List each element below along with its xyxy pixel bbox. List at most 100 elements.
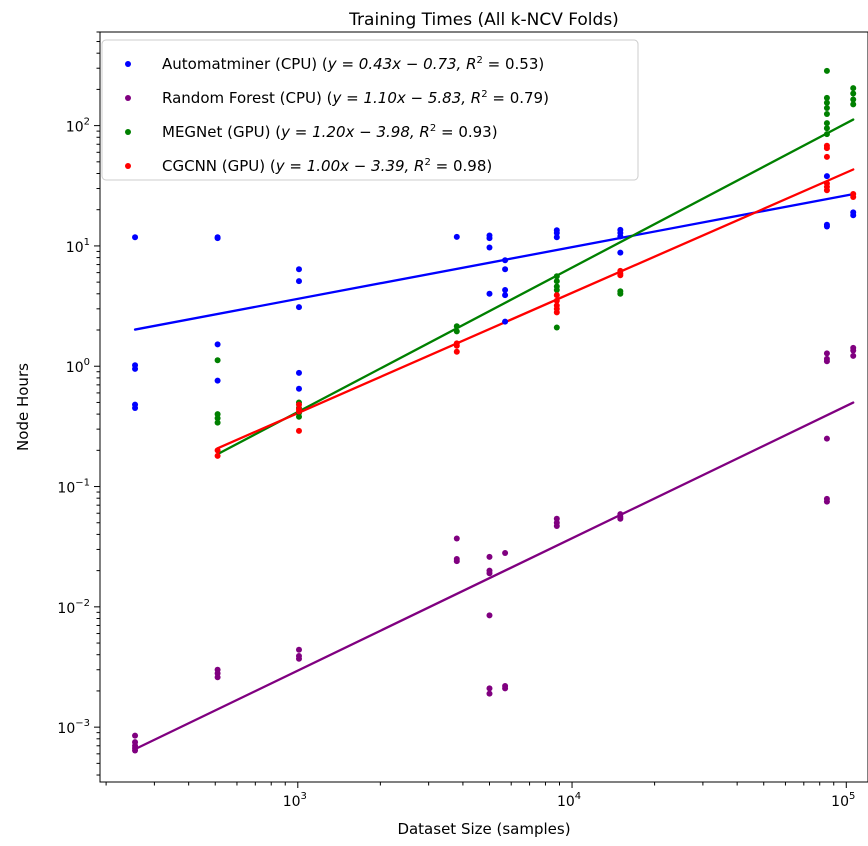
data-point-s0: [486, 290, 493, 297]
data-point-s0: [214, 341, 221, 348]
data-point-s1: [850, 352, 857, 359]
data-point-s1: [453, 558, 460, 565]
data-point-s1: [823, 350, 830, 357]
data-point-s2: [553, 324, 560, 331]
data-point-s2: [214, 415, 221, 422]
legend-entry: Automatminer (CPU) (y = 0.43x − 0.73, R2…: [162, 55, 544, 73]
data-point-s1: [214, 674, 221, 681]
data-point-s1: [823, 435, 830, 442]
data-point-s2: [823, 110, 830, 117]
x-tick-label: 103: [283, 791, 307, 810]
data-point-s3: [295, 408, 302, 415]
fit-lines: [133, 118, 855, 751]
legend-marker: [125, 61, 131, 67]
data-point-s2: [453, 323, 460, 330]
data-point-s1: [486, 612, 493, 619]
data-point-s2: [850, 96, 857, 103]
data-point-s0: [214, 235, 221, 242]
data-point-s3: [823, 145, 830, 152]
data-point-s3: [823, 187, 830, 194]
data-point-s1: [132, 732, 139, 739]
legend-marker: [125, 129, 131, 135]
data-point-s3: [553, 292, 560, 299]
data-point-s0: [295, 304, 302, 311]
legend-entry: MEGNet (GPU) (y = 1.20x − 3.98, R2 = 0.9…: [162, 123, 498, 141]
data-point-s2: [295, 413, 302, 420]
data-point-s2: [823, 105, 830, 112]
data-point-s2: [850, 101, 857, 108]
data-point-s1: [502, 550, 509, 557]
data-point-s2: [850, 90, 857, 97]
data-point-s3: [295, 401, 302, 408]
y-tick-label: 100: [66, 357, 90, 376]
fit-line-3: [216, 168, 855, 450]
data-point-s1: [486, 553, 493, 560]
data-point-s0: [502, 287, 509, 294]
data-point-s1: [823, 498, 830, 505]
data-point-s0: [214, 377, 221, 384]
data-point-s1: [486, 690, 493, 697]
data-point-s2: [214, 357, 221, 364]
data-point-s3: [850, 194, 857, 201]
data-point-s0: [132, 234, 139, 241]
data-point-s0: [295, 278, 302, 285]
data-point-s2: [553, 278, 560, 285]
data-point-s2: [553, 273, 560, 280]
plot-frame: [99, 31, 868, 783]
legend: Automatminer (CPU) (y = 0.43x − 0.73, R2…: [101, 39, 639, 181]
data-point-s0: [502, 266, 509, 273]
y-axis-ticks: 10−3 10−2 10−1 100 101 102: [57, 31, 100, 776]
data-point-s1: [132, 747, 139, 754]
data-point-s0: [502, 257, 509, 264]
data-point-s3: [553, 297, 560, 304]
data-point-s2: [214, 419, 221, 426]
x-tick-label: 105: [831, 791, 855, 810]
data-point-s0: [502, 318, 509, 325]
data-point-s0: [486, 244, 493, 251]
data-point-s0: [823, 173, 830, 180]
data-point-s2: [453, 328, 460, 335]
data-point-s3: [553, 309, 560, 316]
x-axis-ticks: 103 104 105: [105, 782, 855, 810]
y-tick-label: 10−1: [57, 478, 90, 497]
data-point-s3: [453, 348, 460, 355]
y-tick-label: 10−3: [57, 718, 90, 737]
data-point-s2: [823, 94, 830, 101]
data-point-s0: [295, 385, 302, 392]
y-tick-label: 101: [66, 237, 90, 256]
fit-line-1: [133, 401, 855, 751]
data-point-s3: [214, 452, 221, 459]
data-point-s0: [553, 230, 560, 237]
data-point-s3: [295, 427, 302, 434]
data-point-s2: [823, 67, 830, 74]
data-point-s3: [823, 153, 830, 160]
y-tick-label: 10−2: [57, 598, 90, 617]
data-point-s0: [132, 365, 139, 372]
legend-marker: [125, 95, 131, 101]
data-point-s1: [486, 685, 493, 692]
data-point-s3: [214, 447, 221, 454]
x-axis-label: Dataset Size (samples): [397, 820, 570, 838]
data-point-s1: [295, 646, 302, 653]
x-tick-label: 104: [557, 791, 581, 810]
data-point-s1: [823, 358, 830, 365]
data-point-s0: [850, 212, 857, 219]
data-point-s2: [823, 131, 830, 138]
data-point-s0: [486, 235, 493, 242]
fit-line-2: [216, 118, 855, 456]
chart-title: Training Times (All k-NCV Folds): [348, 10, 619, 30]
data-point-s1: [453, 535, 460, 542]
data-point-s0: [295, 266, 302, 273]
data-point-s0: [617, 233, 624, 240]
data-point-s0: [502, 292, 509, 299]
data-point-s0: [132, 404, 139, 411]
data-point-s1: [617, 515, 624, 522]
data-point-s3: [617, 272, 624, 279]
data-point-s0: [617, 249, 624, 256]
data-point-s1: [553, 522, 560, 529]
legend-entry: CGCNN (GPU) (y = 1.00x − 3.39, R2 = 0.98…: [162, 157, 492, 175]
data-point-s1: [850, 347, 857, 354]
data-point-s1: [486, 570, 493, 577]
data-points: [132, 67, 857, 754]
